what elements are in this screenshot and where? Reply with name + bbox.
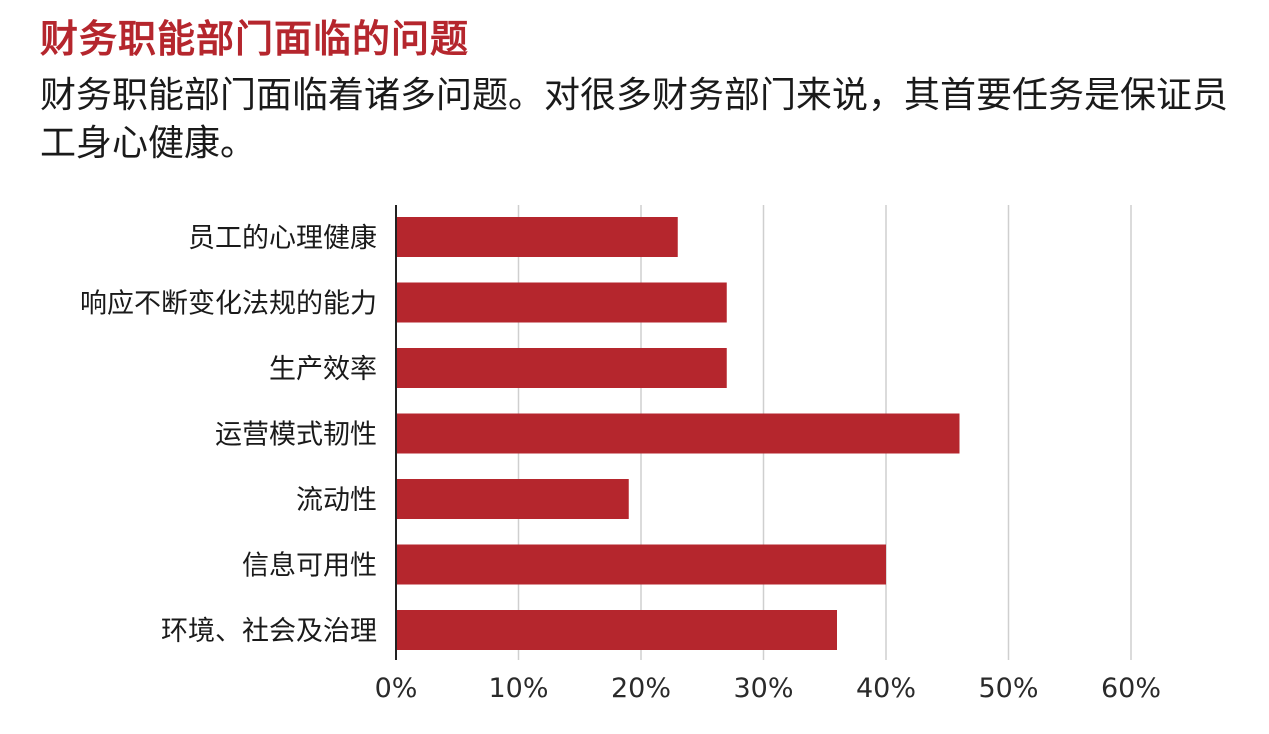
category-label: 流动性 <box>296 485 377 516</box>
category-label: 响应不断变化法规的能力 <box>80 289 377 320</box>
chart-title: 财务职能部门面临的问题 <box>40 17 470 61</box>
bar <box>396 544 886 585</box>
category-labels: 员工的心理健康响应不断变化法规的能力生产效率运营模式韧性流动性信息可用性环境、社… <box>80 223 377 647</box>
x-tick-labels: 0% 10% 20% 30% 40% 50% 60% <box>375 673 1161 704</box>
x-tick-label: 20% <box>611 673 671 704</box>
x-tick-label: 40% <box>856 673 916 704</box>
bar <box>396 217 678 257</box>
category-label: 员工的心理健康 <box>188 223 377 254</box>
x-tick-label: 30% <box>733 673 793 704</box>
chart-subtitle: 财务职能部门面临着诸多问题。对很多财务部门来说，其首要任务是保证员工身心健康。 <box>40 75 1229 164</box>
x-tick-label: 50% <box>978 673 1038 704</box>
bar <box>396 282 727 323</box>
bar <box>396 413 960 454</box>
x-tick-label: 0% <box>375 673 418 704</box>
category-label: 信息可用性 <box>242 551 377 582</box>
x-tick-label: 10% <box>488 673 548 704</box>
bar <box>396 348 727 388</box>
bar <box>396 610 837 650</box>
category-label: 环境、社会及治理 <box>161 616 377 647</box>
category-label: 运营模式韧性 <box>215 420 377 451</box>
category-label: 生产效率 <box>269 354 377 385</box>
bar <box>396 479 629 519</box>
x-tick-label: 60% <box>1101 673 1161 704</box>
bars <box>396 217 960 650</box>
